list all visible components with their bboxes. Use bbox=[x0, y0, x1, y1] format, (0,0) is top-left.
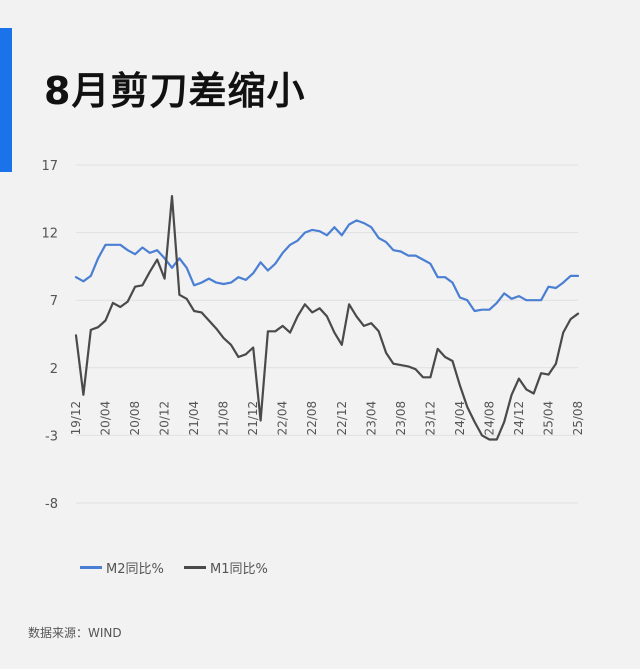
x-tick-label: 20/12 bbox=[158, 401, 172, 436]
legend-label-m1: M1同比% bbox=[210, 562, 268, 577]
x-tick-label: 23/08 bbox=[394, 401, 408, 436]
x-tick-label: 24/04 bbox=[453, 401, 467, 436]
x-tick-label: 22/04 bbox=[276, 401, 290, 436]
x-tick-label: 20/04 bbox=[99, 401, 113, 436]
x-tick-label: 20/08 bbox=[128, 401, 142, 436]
accent-bar bbox=[0, 28, 12, 172]
y-tick-label: -8 bbox=[45, 497, 58, 512]
x-tick-label: 23/04 bbox=[364, 401, 378, 436]
legend-label-m2: M2同比% bbox=[106, 562, 164, 577]
legend-item-m2: M2同比% bbox=[80, 558, 164, 577]
legend-swatch-m2 bbox=[80, 566, 102, 569]
x-tick-label: 25/08 bbox=[571, 401, 585, 436]
x-tick-label: 23/12 bbox=[423, 401, 437, 436]
page-title: 8月剪刀差缩小 bbox=[44, 69, 306, 113]
y-tick-label: 17 bbox=[41, 159, 58, 174]
series-line-m2 bbox=[74, 219, 580, 313]
x-tick-label: 24/12 bbox=[512, 401, 526, 436]
legend-swatch-m1 bbox=[184, 566, 206, 569]
y-tick-label: 2 bbox=[50, 362, 58, 377]
x-tick-label: 25/04 bbox=[541, 401, 555, 436]
x-tick-label: 21/04 bbox=[187, 401, 201, 436]
x-tick-label: 22/12 bbox=[335, 401, 349, 436]
x-tick-label: 21/08 bbox=[217, 401, 231, 436]
y-tick-label: -3 bbox=[45, 429, 58, 444]
x-tick-label: 22/08 bbox=[305, 401, 319, 436]
legend-item-m1: M1同比% bbox=[184, 558, 268, 577]
y-tick-label: 7 bbox=[50, 294, 58, 309]
x-tick-label: 19/12 bbox=[69, 401, 83, 436]
x-tick-label: 21/12 bbox=[246, 401, 260, 436]
x-tick-label: 24/08 bbox=[482, 401, 496, 436]
y-tick-label: 12 bbox=[41, 227, 58, 242]
source-note: 数据来源：WIND bbox=[28, 626, 122, 640]
series-line-m1 bbox=[74, 195, 580, 441]
